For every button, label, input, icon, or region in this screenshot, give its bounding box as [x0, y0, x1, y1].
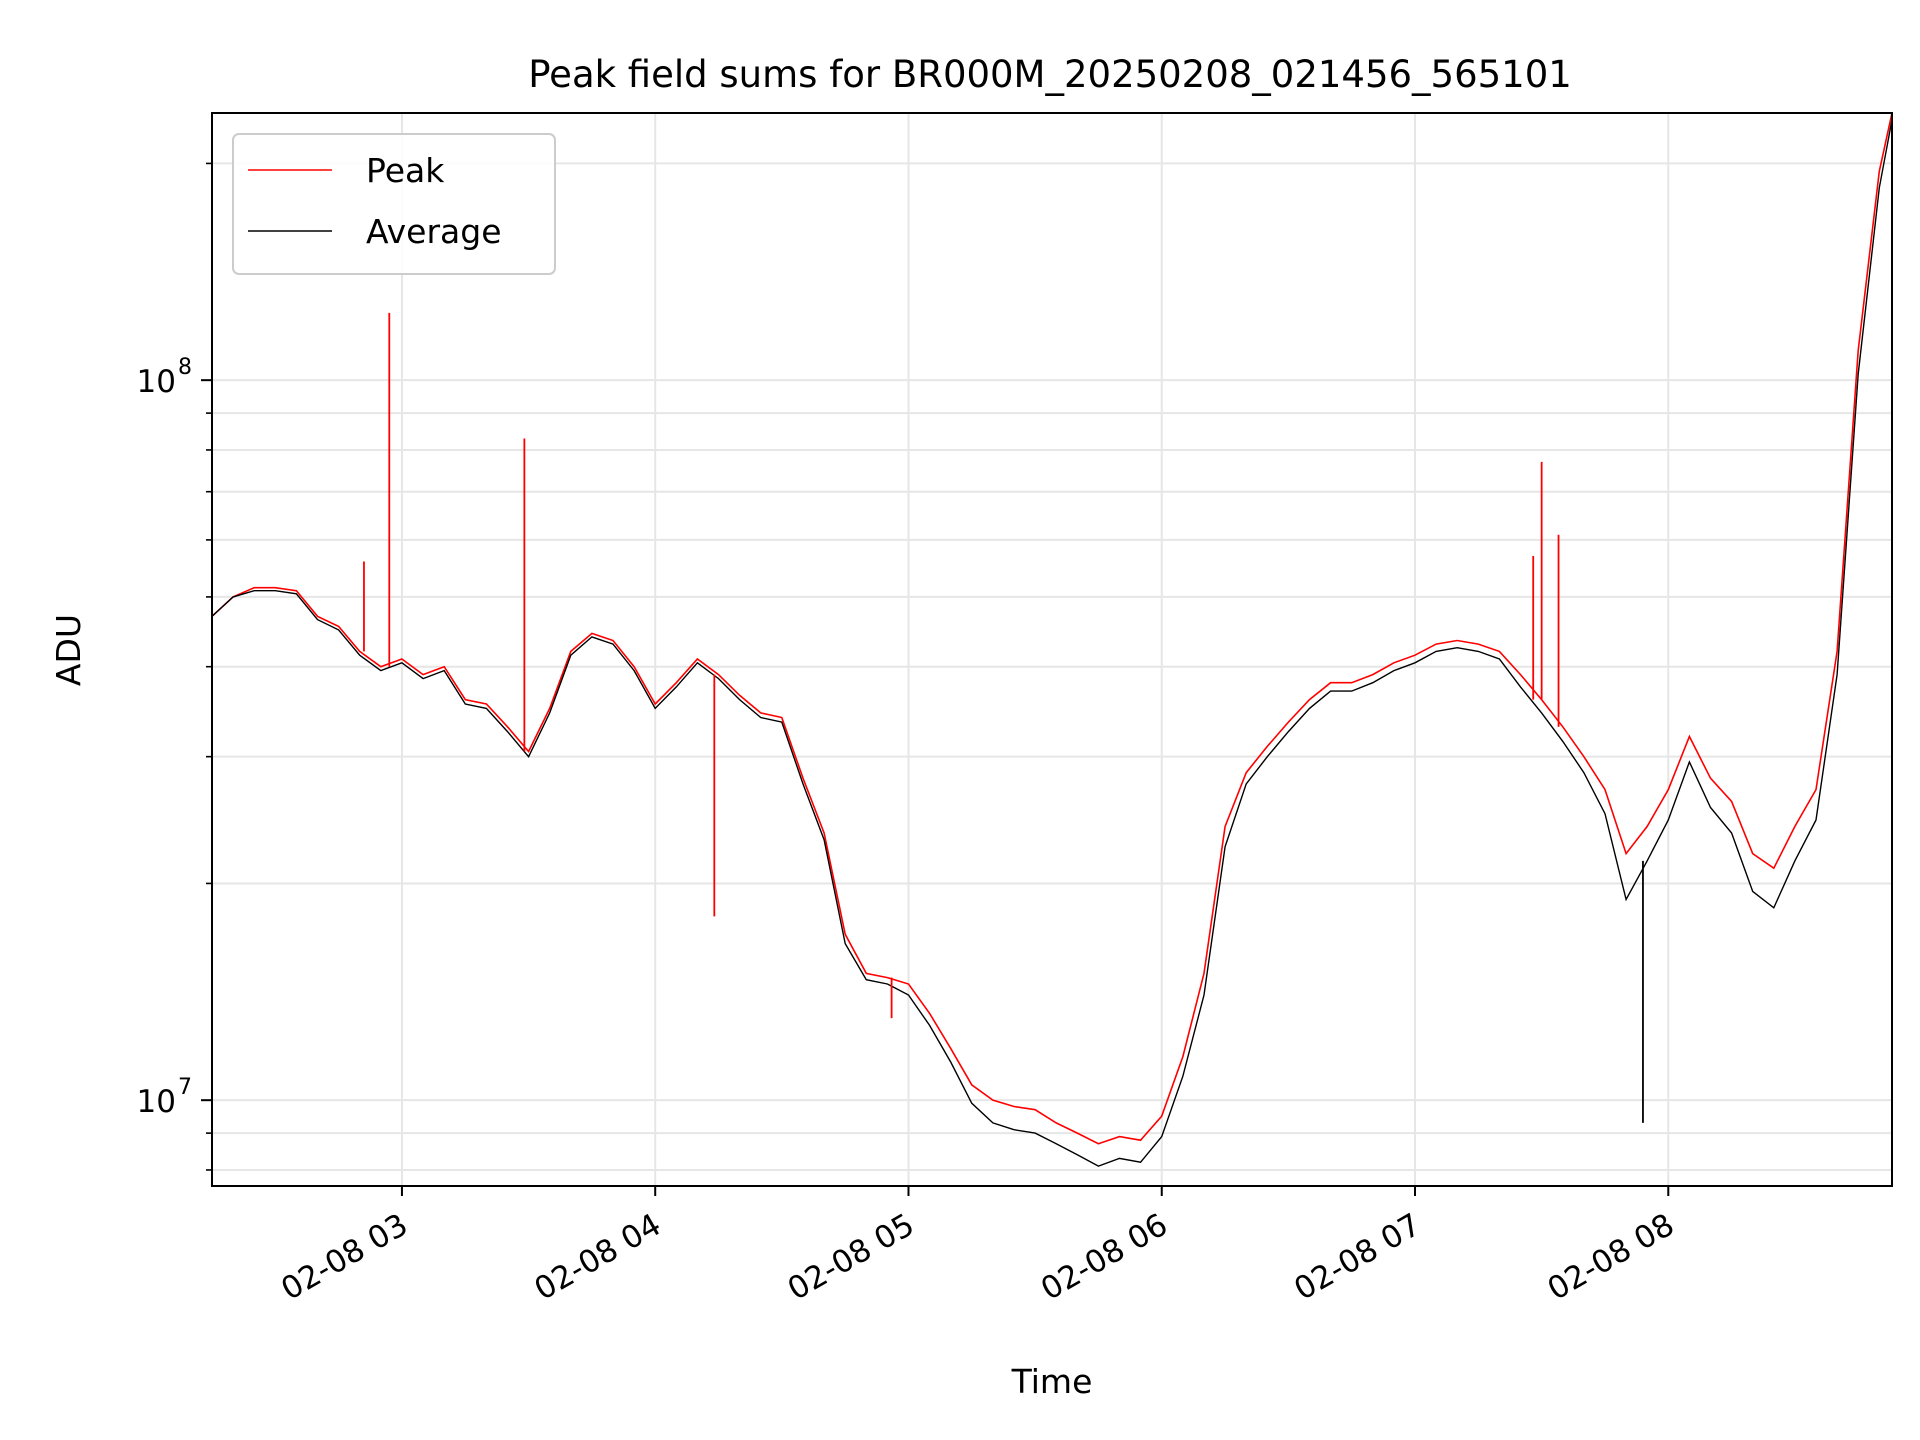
series-layer [212, 113, 1892, 1167]
legend: Peak Average [232, 133, 556, 275]
y-tick-exponent-1: 8 [178, 355, 192, 380]
plot-frame [211, 112, 1893, 1187]
y-axis-label: ADU [49, 614, 88, 686]
x-axis-label: Time [1011, 1362, 1093, 1401]
grid [212, 113, 1892, 1186]
chart-title: Peak field sums for BR000M_20250208_0214… [528, 53, 1572, 96]
series-line-average [212, 119, 1892, 1167]
y-tick-exponent-0: 7 [178, 1075, 192, 1100]
y-tick-label-1: 10 [137, 364, 176, 400]
legend-label-peak: Peak [366, 151, 445, 190]
series-line-peak [212, 113, 1892, 1145]
legend-label-average: Average [366, 212, 502, 251]
y-tick-label-0: 10 [137, 1084, 176, 1120]
legend-box [232, 133, 556, 275]
